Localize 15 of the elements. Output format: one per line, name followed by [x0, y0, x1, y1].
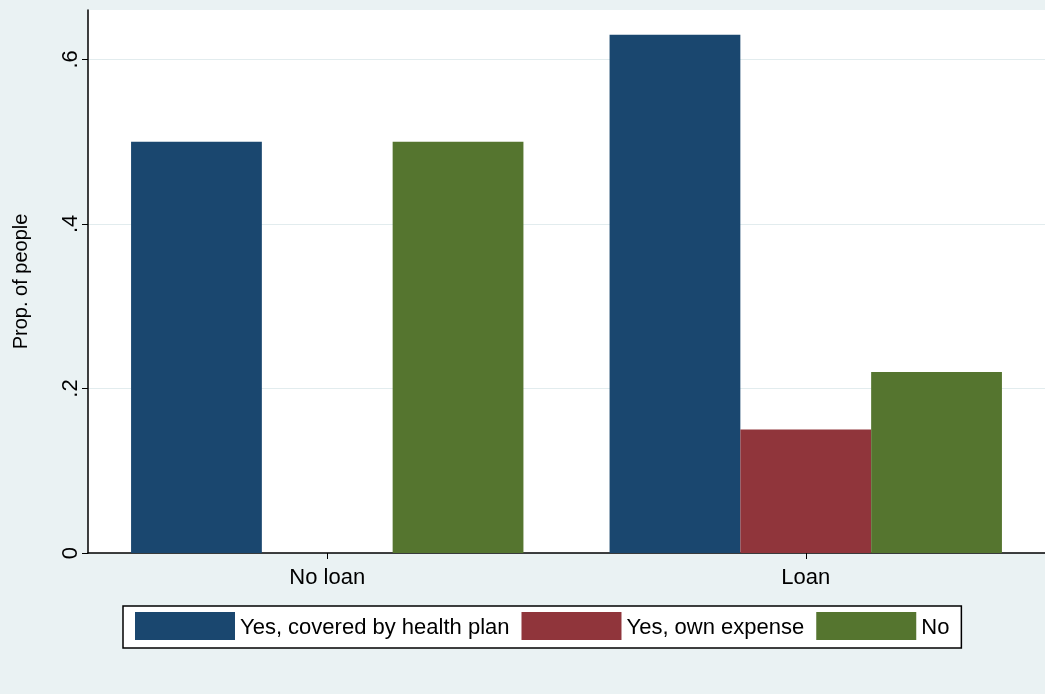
x-tick-label: Loan: [781, 563, 831, 589]
legend-label: Yes, covered by health plan: [240, 613, 510, 639]
bar: [740, 429, 872, 553]
legend-label: Yes, own expense: [626, 613, 805, 639]
x-tick-label: No loan: [289, 563, 366, 589]
y-tick-label: .2: [56, 379, 82, 398]
y-tick-label: 0: [56, 546, 82, 560]
bar: [131, 141, 262, 553]
bar: [392, 141, 524, 553]
legend-label: No: [921, 613, 950, 639]
y-axis-title: Prop. of people: [9, 213, 31, 350]
bar: [609, 34, 741, 553]
y-tick-label: .4: [56, 214, 82, 234]
y-tick-label: .6: [56, 50, 82, 69]
bar: [871, 372, 1002, 553]
